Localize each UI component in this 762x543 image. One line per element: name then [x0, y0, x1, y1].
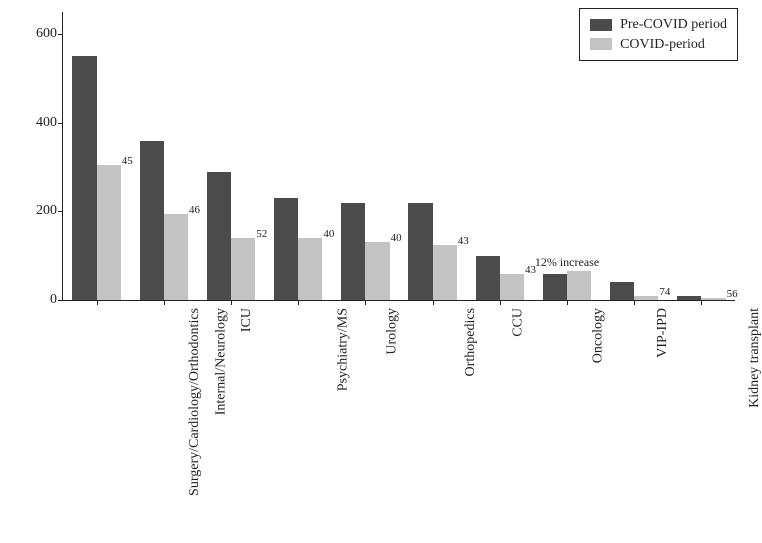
x-tick-label: ICU	[239, 300, 255, 332]
x-tick-label: Psychiatry/MS	[336, 300, 352, 391]
x-tick-mark	[298, 300, 299, 305]
x-tick-mark	[164, 300, 165, 305]
x-tick-label: Internal/Neurology	[213, 300, 229, 415]
x-tick-mark	[365, 300, 366, 305]
bar-value-label: 45	[122, 155, 133, 167]
x-tick-label: Kidney transplant	[747, 300, 762, 408]
bar-pre	[543, 274, 567, 300]
x-tick-mark	[231, 300, 232, 305]
bar-annotation: 12% increase	[535, 255, 599, 270]
bar-pre	[140, 141, 164, 301]
x-tick-label: Orthopedics	[463, 300, 479, 376]
bar-value-label: 56	[727, 288, 738, 300]
x-tick-mark	[567, 300, 568, 305]
bar-covid: 43	[500, 274, 524, 300]
bar-value-label: 46	[189, 204, 200, 216]
x-tick-label: Surgery/Cardiology/Orthodontics	[187, 300, 203, 496]
bar-covid	[567, 271, 591, 300]
chart-container: 0200400600Surgery/Cardiology/Orthodontic…	[0, 0, 762, 543]
legend-item: COVID-period	[590, 35, 727, 55]
bar-covid: 46	[164, 214, 188, 300]
bar-covid: 45	[97, 165, 121, 300]
legend-item: Pre-COVID period	[590, 15, 727, 35]
bar-pre	[72, 56, 96, 300]
x-tick-label: Oncology	[591, 300, 607, 363]
bar-pre	[408, 203, 432, 300]
bar-covid: 40	[298, 238, 322, 300]
x-tick-mark	[701, 300, 702, 305]
bar-covid: 56	[701, 298, 725, 300]
bar-value-label: 74	[659, 286, 670, 298]
y-tick-mark	[58, 123, 63, 124]
y-tick-mark	[58, 34, 63, 35]
x-tick-label: Urology	[385, 300, 401, 355]
bar-value-label: 40	[391, 232, 402, 244]
bar-value-label: 52	[256, 228, 267, 240]
legend-swatch	[590, 19, 612, 31]
bar-value-label: 43	[458, 235, 469, 247]
y-tick-mark	[58, 211, 63, 212]
bar-pre	[476, 256, 500, 300]
x-tick-mark	[97, 300, 98, 305]
x-tick-mark	[433, 300, 434, 305]
bar-pre	[341, 203, 365, 300]
bar-pre	[610, 282, 634, 300]
legend-label: Pre-COVID period	[620, 15, 727, 35]
x-tick-mark	[634, 300, 635, 305]
bar-pre	[274, 198, 298, 300]
bar-pre	[677, 296, 701, 300]
bar-pre	[207, 172, 231, 300]
legend-swatch	[590, 38, 612, 50]
x-tick-label: CCU	[510, 300, 526, 337]
bar-value-label: 40	[323, 228, 334, 240]
y-tick-mark	[58, 300, 63, 301]
bar-covid: 40	[365, 242, 389, 300]
x-tick-label: VIP-IPD	[655, 300, 671, 358]
legend-label: COVID-period	[620, 35, 705, 55]
x-tick-mark	[500, 300, 501, 305]
bar-covid: 43	[433, 245, 457, 300]
bar-covid: 52	[231, 238, 255, 300]
legend: Pre-COVID periodCOVID-period	[579, 8, 738, 61]
bar-covid: 74	[634, 296, 658, 300]
